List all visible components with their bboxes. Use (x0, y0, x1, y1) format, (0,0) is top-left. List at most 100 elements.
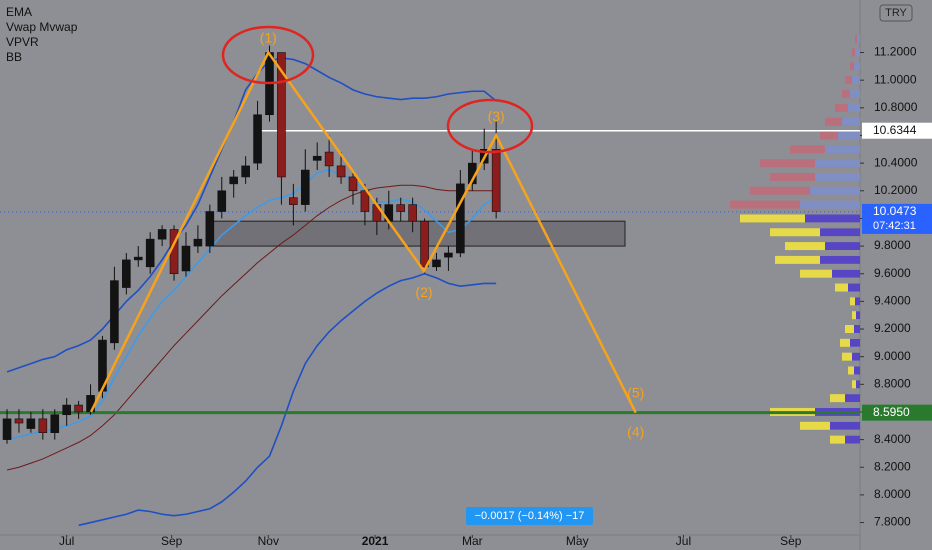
vpvr-bar-inner (845, 435, 860, 444)
y-tick-label: 9.2000 (874, 321, 911, 335)
y-tick-label: 11.0000 (874, 72, 917, 86)
y-tick-label: 9.0000 (874, 349, 911, 363)
currency: TRY (885, 7, 907, 19)
highlight-circle (446, 98, 534, 154)
vpvr-bar-inner (820, 255, 860, 264)
vpvr-bar-inner (842, 117, 860, 126)
y-tick-label: 7.8000 (874, 515, 911, 529)
countdown: 07:42:31 (873, 220, 916, 232)
pattern-label: (2) (415, 284, 432, 300)
vpvr-bar-inner (825, 242, 860, 251)
candle-body (50, 414, 60, 434)
y-tick-label: 11.2000 (874, 45, 917, 59)
y-tick-label: 8.4000 (874, 432, 911, 446)
candle-body (360, 190, 370, 212)
candle-body (408, 204, 417, 222)
vpvr-bar-inner (855, 48, 860, 57)
vpvr-bar-inner (825, 145, 860, 154)
x-tick-label: Sep (161, 534, 183, 548)
candle-body (62, 404, 71, 416)
candle-body (456, 183, 465, 254)
candle-body (336, 165, 346, 178)
vpvr-bar-inner (838, 131, 860, 140)
vpvr-bar-inner (848, 283, 860, 292)
price-tag-label: 10.0473 (873, 204, 917, 218)
x-tick-label: Mar (462, 534, 483, 548)
pattern-label: (5) (627, 385, 644, 401)
vpvr-bar-inner (855, 297, 860, 306)
candle-body (312, 155, 322, 161)
candle-body (396, 204, 406, 212)
pattern-label: (3) (488, 108, 505, 124)
candle-body (2, 418, 12, 440)
legend-entry: Vwap Mvwap (6, 20, 78, 34)
candle-body (241, 165, 250, 178)
currency-box (879, 4, 913, 22)
vpvr-bar-inner (857, 34, 860, 43)
candle-body (193, 238, 203, 247)
candle-body (181, 245, 191, 272)
vpvr-bar-inner (856, 380, 860, 389)
y-tick-label: 9.6000 (874, 266, 911, 280)
candle-body (14, 418, 24, 424)
candle-body (289, 197, 298, 205)
candle-body (74, 404, 83, 413)
x-tick-label: 2021 (362, 534, 389, 548)
change-label: −0.0017 (−0.14%) −17 (475, 510, 585, 522)
candle-body (157, 229, 167, 240)
vpvr-bar-inner (850, 90, 860, 99)
indicator-line (6, 169, 497, 441)
x-tick-label: Nov (258, 534, 279, 548)
vpvr-bar-inner (854, 366, 860, 375)
pattern-label: (4) (627, 423, 644, 439)
highlight-circle (221, 25, 315, 85)
pattern-line (89, 50, 637, 414)
vpvr-bar-inner (856, 311, 860, 320)
y-tick-label: 10.4000 (874, 155, 918, 169)
x-tick-label: Jul (676, 534, 691, 548)
y-tick-label: 8.0000 (874, 487, 911, 501)
candle-body (444, 252, 453, 258)
legend-entry: BB (6, 50, 22, 64)
legend-entry: EMA (6, 5, 32, 19)
y-tick-label: 8.2000 (874, 459, 911, 473)
y-tick-label: 8.8000 (874, 376, 911, 390)
vpvr-bar-inner (854, 62, 860, 71)
candle-body (324, 151, 334, 167)
y-tick-label: 10.8000 (874, 100, 918, 114)
candle-body (491, 149, 501, 212)
price-tag (862, 404, 932, 421)
vpvr-bar (845, 325, 860, 334)
support-zone (209, 220, 626, 247)
vpvr-bar (750, 186, 860, 195)
price-tag-label: 10.6344 (873, 123, 917, 137)
candle-body (122, 259, 131, 288)
vpvr-bar (770, 228, 860, 237)
vpvr-bar-inner (830, 421, 860, 430)
price-tag (862, 203, 932, 234)
x-tick-label: May (566, 534, 589, 548)
y-tick-label: 10.2000 (874, 183, 918, 197)
vpvr-bar (775, 255, 860, 264)
candle-body (348, 176, 358, 192)
candle-body (277, 52, 286, 178)
vpvr-bar-inner (852, 352, 860, 361)
candle-body (205, 211, 215, 247)
candle-body (38, 418, 48, 434)
y-tick-label: 9.8000 (874, 238, 911, 252)
candle-body (420, 220, 429, 268)
vpvr-bar-inner (800, 200, 860, 209)
candle-body (300, 169, 310, 205)
vpvr-bar-inner (815, 172, 860, 181)
y-tick-label: 9.4000 (874, 294, 911, 308)
vpvr-bar-inner (810, 186, 860, 195)
vpvr-bar (800, 269, 860, 278)
candle-body (229, 176, 238, 185)
vpvr-bar (835, 103, 860, 112)
vpvr-bar (760, 159, 860, 168)
price-tag-label: 8.5950 (873, 405, 910, 419)
x-tick-label: Sep (780, 534, 802, 548)
vpvr-bar-inner (852, 76, 860, 85)
